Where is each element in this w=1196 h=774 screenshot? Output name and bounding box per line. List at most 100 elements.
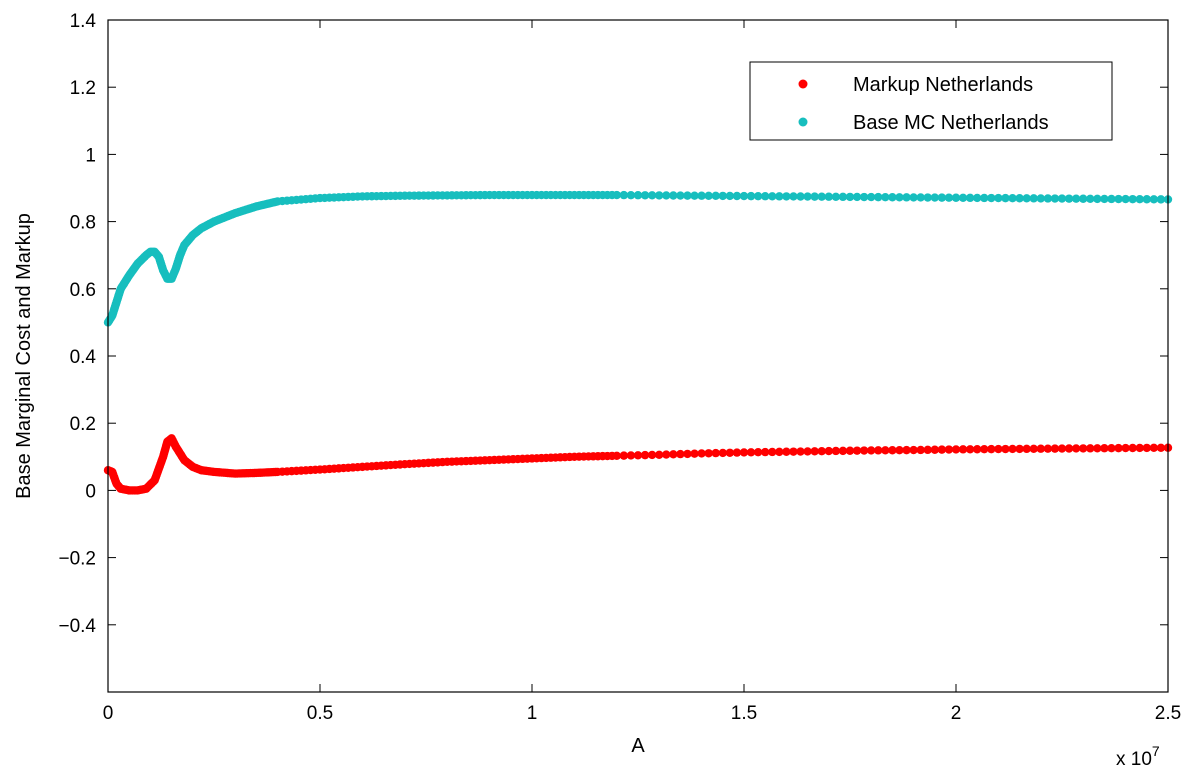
data-points — [103, 190, 1173, 495]
point-markup — [662, 450, 671, 459]
point-base-mc — [1156, 195, 1166, 204]
point-markup — [1086, 444, 1095, 453]
x-tick-label: 1.5 — [731, 703, 757, 724]
point-base-mc — [930, 193, 939, 202]
point-base-mc — [683, 191, 692, 200]
point-base-mc — [902, 193, 911, 202]
point-markup — [1156, 443, 1166, 452]
point-markup — [725, 448, 735, 457]
x-tick-label: 1 — [527, 703, 538, 724]
point-base-mc — [753, 191, 763, 201]
point-markup — [1008, 444, 1017, 454]
point-base-mc — [789, 192, 798, 201]
point-base-mc — [796, 192, 805, 201]
x-axis-multiplier-exponent: 7 — [1152, 743, 1160, 759]
point-markup — [895, 445, 904, 455]
point-base-mc — [994, 193, 1003, 203]
x-axis-title: A — [631, 735, 645, 757]
point-markup — [669, 450, 678, 459]
point-base-mc — [669, 191, 678, 200]
point-base-mc — [690, 191, 699, 200]
point-base-mc — [711, 191, 720, 201]
y-tick-label: 1.4 — [70, 11, 97, 32]
point-markup — [831, 446, 841, 456]
point-base-mc — [838, 192, 848, 202]
point-base-mc — [881, 192, 890, 202]
point-markup — [1114, 443, 1123, 453]
x-axis-multiplier-base: x 10 — [1116, 749, 1152, 770]
point-base-mc — [1100, 194, 1109, 204]
point-base-mc — [1121, 194, 1130, 204]
point-base-mc — [831, 192, 841, 201]
point-base-mc — [704, 191, 713, 200]
point-markup — [824, 446, 833, 456]
point-base-mc — [1057, 194, 1067, 203]
point-base-mc — [1008, 193, 1017, 203]
point-base-mc — [626, 190, 636, 200]
point-markup — [626, 451, 636, 460]
y-tick-label: 0.4 — [70, 347, 97, 368]
x-tick-label: 0 — [103, 703, 114, 724]
point-base-mc — [980, 193, 989, 203]
point-base-mc — [647, 191, 657, 200]
point-base-mc — [965, 193, 975, 203]
point-markup — [845, 446, 855, 455]
point-base-mc — [951, 193, 961, 202]
point-markup — [1121, 443, 1130, 453]
x-tick-label: 0.5 — [307, 703, 333, 724]
point-markup — [852, 446, 862, 455]
point-markup — [888, 446, 897, 455]
point-markup — [640, 450, 650, 460]
point-markup — [1015, 444, 1024, 454]
point-markup — [690, 449, 699, 458]
y-tick-label: 1.2 — [70, 78, 96, 99]
point-markup — [768, 447, 777, 457]
point-base-mc — [768, 192, 777, 201]
point-base-mc — [1029, 194, 1038, 203]
point-markup — [739, 448, 749, 457]
point-markup — [902, 445, 911, 455]
point-base-mc — [619, 190, 629, 200]
point-markup — [867, 446, 876, 455]
point-markup — [980, 444, 989, 454]
point-base-mc — [1015, 194, 1024, 203]
point-markup — [647, 450, 657, 460]
point-base-mc — [633, 191, 643, 200]
point-base-mc — [1064, 194, 1074, 203]
point-markup — [930, 445, 939, 454]
point-markup — [916, 445, 925, 455]
y-axis-title: Base Marginal Cost and Markup — [13, 213, 35, 499]
point-base-mc — [1022, 194, 1031, 203]
point-markup — [1107, 443, 1116, 453]
point-markup — [1142, 443, 1152, 453]
point-markup — [1022, 444, 1031, 454]
point-base-mc — [782, 192, 791, 201]
point-markup — [1100, 444, 1109, 453]
point-markup — [775, 447, 784, 457]
point-base-mc — [612, 190, 621, 200]
point-markup — [909, 445, 918, 455]
point-base-mc — [1107, 194, 1116, 204]
axis-ticks: 0 0.5 1 1.5 2 2.5 −0.4 −0.2 0 0.2 0.4 0.6 0.8 1 1.2 1.4 — [58, 11, 1181, 724]
point-markup — [782, 447, 791, 456]
point-base-mc — [662, 191, 671, 200]
point-base-mc — [895, 193, 904, 202]
point-base-mc — [1036, 194, 1046, 203]
x-tick-label: 2 — [951, 703, 962, 724]
point-base-mc — [803, 192, 812, 201]
point-base-mc — [1079, 194, 1088, 203]
point-markup — [951, 445, 961, 454]
point-markup — [994, 444, 1003, 454]
point-markup — [937, 445, 947, 454]
point-base-mc — [1093, 194, 1102, 204]
point-markup — [711, 448, 720, 458]
point-markup — [973, 445, 982, 454]
point-markup — [1128, 443, 1137, 453]
point-base-mc — [916, 193, 925, 202]
point-markup — [838, 446, 848, 456]
y-tick-label: −0.2 — [58, 549, 96, 570]
point-base-mc — [1086, 194, 1095, 204]
legend: Markup Netherlands Base MC Netherlands — [749, 61, 1113, 141]
point-base-mc — [1114, 194, 1123, 204]
